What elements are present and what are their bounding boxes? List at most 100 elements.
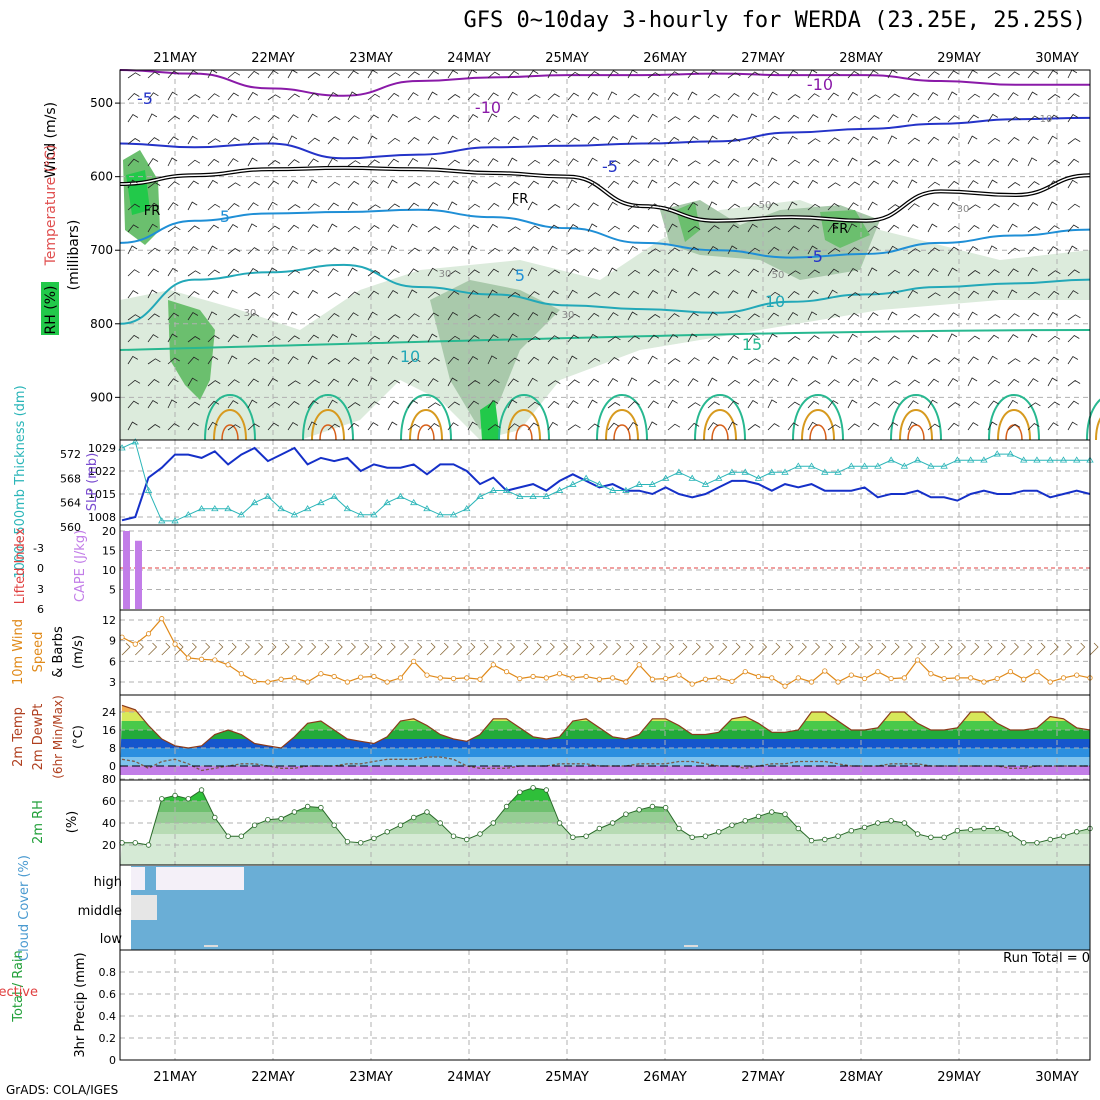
wind-barb: [707, 335, 721, 343]
wind-barb: [867, 160, 881, 167]
x-tick-top: 27MAY: [741, 51, 785, 66]
wind-barb: [167, 136, 179, 145]
wind-barb: [307, 289, 319, 299]
thickness-line: [121, 441, 1090, 522]
wind-barb: [727, 158, 740, 167]
wind-barb: [667, 247, 680, 255]
wind-barb: [1067, 245, 1078, 255]
wind-barb: [907, 113, 918, 123]
wind-barb: [427, 91, 438, 101]
surface-wind-barb: [347, 642, 356, 656]
wind-barb: [727, 72, 741, 79]
wind-barb: [567, 113, 578, 123]
wind-speed-marker: [172, 641, 178, 647]
wind-barb: [567, 289, 578, 299]
wind-barb: [967, 401, 980, 409]
wind-barb: [787, 377, 798, 387]
wind-speed-marker: [583, 673, 589, 680]
wind-barb: [1047, 401, 1060, 409]
surface-wind-barb: [1076, 642, 1086, 656]
wind-barb: [667, 181, 681, 189]
wind-barb: [507, 333, 518, 343]
wind-barb: [647, 421, 658, 431]
wind-speed-marker: [159, 616, 165, 622]
thickness-marker: [330, 492, 338, 500]
wind-barb: [1047, 135, 1058, 145]
wind-barb: [527, 246, 539, 255]
rh-marker: [636, 807, 642, 813]
wind-barb: [327, 312, 340, 321]
wind-barb: [247, 399, 258, 409]
wind-barb: [287, 204, 301, 211]
surface-wind-barb: [333, 642, 343, 656]
rh-marker: [649, 803, 656, 810]
wind-barb: [347, 402, 361, 409]
wind-barb: [207, 245, 218, 255]
wind-barb: [1027, 378, 1039, 387]
wind-barb: [647, 289, 659, 299]
wind-barb: [767, 267, 779, 277]
wind-speed-marker: [901, 675, 907, 681]
lifted-tick-label: 0: [37, 562, 44, 575]
rh-marker: [1074, 829, 1080, 835]
contour-label: 30: [439, 269, 452, 280]
thickness-marker: [356, 511, 365, 518]
wind-barb: [807, 93, 820, 101]
wind-barb: [547, 179, 559, 189]
isotherm-contour: [409, 409, 443, 441]
wind-speed-marker: [888, 675, 894, 682]
wind-speed-marker: [212, 657, 218, 663]
wind-barb: [907, 313, 921, 321]
wind-barb: [987, 137, 1001, 145]
wind-barb: [587, 181, 601, 189]
wind-barb: [227, 334, 239, 343]
x-tick-bottom: 27MAY: [741, 1070, 785, 1085]
rh-marker: [1060, 833, 1067, 839]
wind-speed-marker: [291, 675, 297, 681]
contour-label: 10: [765, 292, 785, 311]
contour-label: -10: [475, 98, 501, 117]
wind-barb: [747, 289, 758, 299]
wind-barb: [967, 335, 981, 343]
surface-wind-barb: [294, 642, 303, 656]
wind-barb: [647, 314, 661, 321]
wind-barb: [1047, 201, 1058, 211]
isotherm-contour: [119, 329, 1091, 351]
panel-frame: [119, 949, 1091, 1061]
wind-barb: [867, 180, 880, 189]
wind-barb: [1047, 94, 1061, 101]
wind-barb: [827, 424, 841, 431]
isotherm-contour: [809, 424, 827, 441]
wind-barb: [807, 138, 821, 145]
wind-barb: [947, 402, 961, 409]
wind-barb: [307, 203, 320, 211]
wind-barb: [167, 423, 180, 431]
wind-barb: [927, 292, 941, 299]
wind-barb: [1067, 113, 1079, 123]
thickness-marker: [781, 468, 789, 475]
wind-barb: [887, 93, 900, 101]
wind-barb: [947, 246, 960, 255]
wind-barb: [927, 312, 940, 321]
contour-label: 10: [1040, 114, 1053, 125]
rh-marker: [808, 837, 815, 844]
wind-barb: [227, 158, 239, 167]
wind-speed-marker: [848, 672, 854, 678]
wind-speed-marker: [954, 675, 960, 681]
wind-barb: [1027, 115, 1040, 123]
wind-barb: [667, 289, 678, 299]
contour-label: 50: [772, 270, 785, 281]
surface-wind-barb: [930, 642, 940, 656]
thickness-marker: [821, 468, 829, 475]
wind-barb: [847, 423, 860, 431]
thickness-tick-label: 564: [60, 497, 81, 510]
cape-tick-label: 15: [102, 545, 116, 558]
wind-barb: [867, 377, 879, 387]
x-tick-top: 22MAY: [251, 51, 295, 66]
isotherm-contour: [498, 394, 550, 441]
wind-speed-marker: [145, 631, 152, 637]
wind-barb: [527, 225, 540, 233]
contour-label: -5: [807, 247, 823, 266]
temp-band: [120, 757, 1090, 766]
wind-barb: [827, 182, 841, 189]
